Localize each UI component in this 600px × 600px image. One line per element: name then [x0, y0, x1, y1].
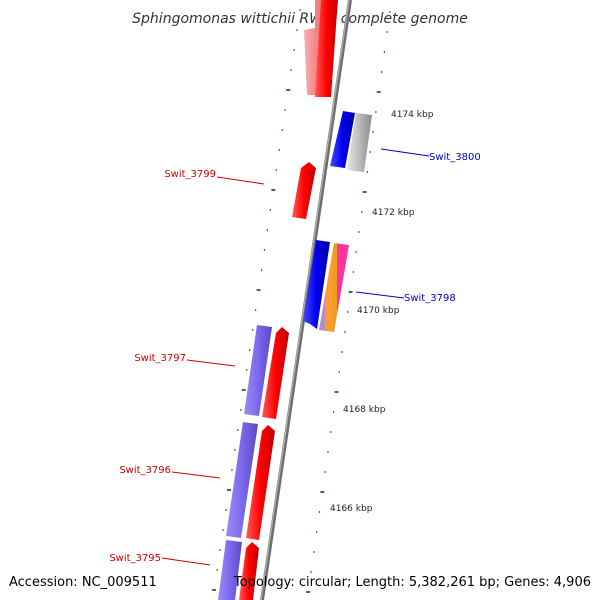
gene-labels[interactable]: Swit_3800 Swit_3799 Swit_3798 Swit_3797 … [109, 148, 481, 566]
leader-line [355, 291, 405, 299]
cds-forward [292, 162, 316, 219]
ruler-label: 4168 kbp [343, 405, 386, 415]
blast-hit [226, 422, 258, 538]
gene-label-swit-3796[interactable]: Swit_3796 [119, 465, 171, 476]
gene-label-swit-3798[interactable]: Swit_3798 [404, 293, 456, 304]
gene-label-swit-3800[interactable]: Swit_3800 [429, 152, 481, 163]
cds-reverse [330, 111, 355, 168]
blast-hit [244, 325, 272, 416]
blast-hit [218, 540, 242, 600]
gene-label-swit-3799[interactable]: Swit_3799 [164, 169, 216, 180]
cds-forward [315, 0, 338, 97]
gene-label-swit-3797[interactable]: Swit_3797 [134, 353, 186, 364]
ruler-label: 4166 kbp [330, 504, 373, 514]
blast-hit-striped [319, 243, 349, 332]
cds-forward [246, 425, 275, 540]
leader-line [216, 176, 265, 185]
ruler-labels: 4174 kbp 4172 kbp 4170 kbp 4168 kbp 4166… [330, 110, 434, 514]
ruler-ticks [212, 9, 391, 593]
leader-line [186, 359, 236, 367]
top-features [304, 0, 338, 97]
leader-line [171, 471, 221, 479]
ruler-label: 4174 kbp [391, 110, 434, 120]
accession-text: Accession: NC_009511 [9, 575, 157, 590]
ruler-label: 4172 kbp [372, 208, 415, 218]
leader-line [161, 557, 211, 566]
cds-reverse [303, 240, 330, 329]
gene-label-swit-3795[interactable]: Swit_3795 [109, 553, 161, 564]
leader-line [380, 148, 430, 157]
cds-forward [262, 327, 289, 419]
blast-hit-grey [347, 113, 372, 172]
topology-text: Topology: circular; Length: 5,382,261 bp… [233, 575, 591, 590]
map-title: Sphingomonas wittichii RW1, complete gen… [132, 11, 468, 27]
ruler-label: 4170 kbp [357, 306, 400, 316]
cds-forward [239, 542, 259, 600]
genome-backbone [260, 0, 352, 600]
genome-backbone-highlight [260, 0, 350, 600]
